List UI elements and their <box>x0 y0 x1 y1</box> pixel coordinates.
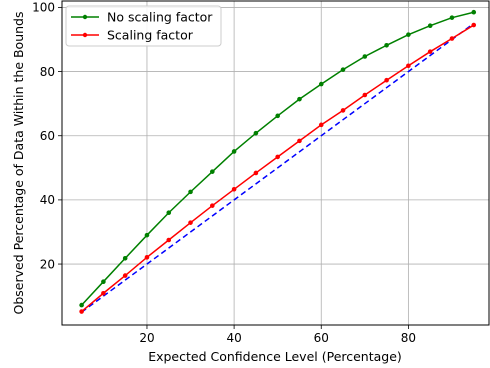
axes-frame <box>61 0 490 326</box>
data-point <box>210 169 215 174</box>
y-tick-label: 20 <box>40 257 55 271</box>
data-point <box>253 170 259 176</box>
legend-label-no-scaling: No scaling factor <box>107 10 213 25</box>
legend-marker-no-scaling <box>82 14 88 20</box>
data-point <box>166 210 172 216</box>
legend-box <box>65 5 222 47</box>
x-tick-label: 20 <box>139 331 154 345</box>
data-point <box>166 237 172 243</box>
data-point <box>275 113 280 119</box>
x-tick-label: 80 <box>401 331 416 345</box>
plot-area <box>79 9 477 314</box>
tick-marks: 20 40 60 80 20 40 60 80 100 <box>32 1 416 345</box>
data-point <box>449 36 455 41</box>
data-point <box>384 42 389 48</box>
data-point <box>253 130 259 136</box>
data-point <box>340 67 346 72</box>
data-point <box>297 138 302 144</box>
data-point <box>144 232 150 238</box>
data-point <box>449 15 455 20</box>
y-axis-label: Observed Percentage of Data Within the B… <box>11 12 26 315</box>
y-tick-label: 40 <box>40 193 55 207</box>
legend-label-scaling: Scaling factor <box>107 28 194 43</box>
data-point <box>297 96 302 102</box>
reference-line <box>81 22 475 313</box>
data-point <box>210 203 215 208</box>
data-point <box>384 77 389 83</box>
data-point <box>406 63 411 69</box>
data-point <box>101 279 106 284</box>
x-tick-label: 60 <box>314 331 329 345</box>
data-point <box>406 32 411 37</box>
data-point <box>318 122 324 128</box>
data-point <box>231 187 237 192</box>
x-axis-label: Expected Confidence Level (Percentage) <box>148 349 402 364</box>
data-point <box>188 220 193 225</box>
data-point <box>231 149 237 154</box>
legend-marker-scaling <box>82 32 88 38</box>
axes-border <box>61 0 490 326</box>
x-tick-label: 40 <box>226 331 241 345</box>
y-tick-label: 60 <box>40 129 55 143</box>
grid <box>62 1 489 325</box>
data-point <box>318 81 324 87</box>
y-tick-label: 80 <box>40 65 55 79</box>
data-point <box>275 154 280 160</box>
data-point <box>122 255 128 261</box>
data-point <box>340 108 346 113</box>
data-point <box>188 189 193 195</box>
data-point <box>427 49 433 54</box>
data-point <box>471 22 477 28</box>
data-point <box>122 273 128 278</box>
data-point <box>79 302 84 308</box>
data-point <box>144 255 150 260</box>
data-point <box>79 309 84 314</box>
data-point <box>362 54 368 59</box>
legend: No scaling factor Scaling factor <box>65 5 222 47</box>
data-point <box>427 23 433 29</box>
data-point <box>471 9 477 15</box>
data-point <box>362 92 368 98</box>
data-point <box>101 290 106 296</box>
y-tick-label: 100 <box>32 1 55 15</box>
